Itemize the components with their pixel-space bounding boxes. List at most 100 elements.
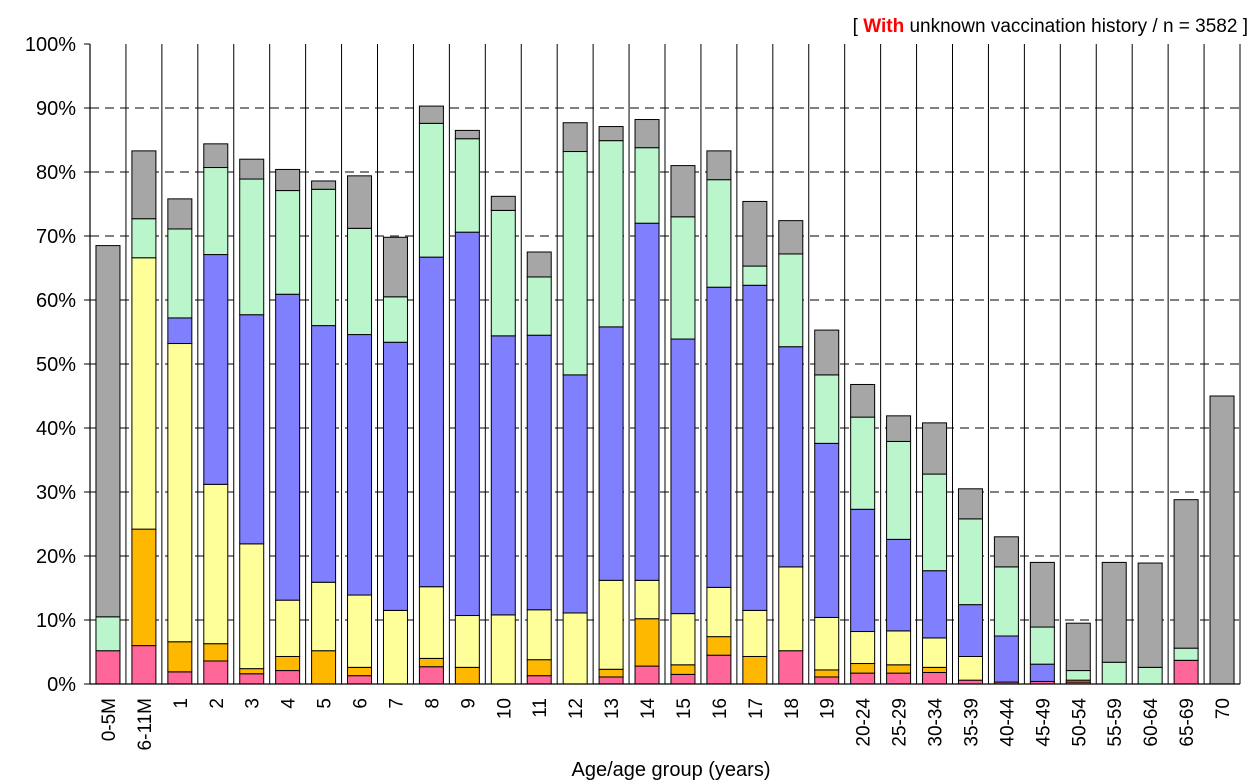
y-tick-label: 80% [36, 162, 76, 184]
bar-segment [598, 676, 624, 685]
bar-segment [382, 341, 408, 611]
bar-stack [1173, 499, 1199, 685]
x-tick-label: 60-64 [1141, 698, 1162, 747]
x-tick-label: 0-5M [99, 698, 120, 741]
x-tick-label: 45-49 [1033, 698, 1054, 747]
bar-segment [922, 671, 948, 685]
bar-segment [131, 528, 157, 647]
bar-segment [634, 147, 660, 224]
bar-segment [526, 675, 552, 685]
bar-segment [634, 618, 660, 667]
note-open: [ [853, 16, 864, 37]
bar-stack [742, 200, 768, 685]
bar-segment [562, 151, 588, 376]
bar-stack [1209, 395, 1235, 685]
y-tick-label: 70% [36, 226, 76, 248]
y-tick-label: 100% [25, 34, 76, 56]
bar-segment [634, 222, 660, 581]
y-tick-label: 20% [36, 546, 76, 568]
bar-segment [1137, 562, 1163, 668]
bar-stack [1065, 622, 1091, 685]
bar-segment [670, 165, 696, 218]
bar-segment [742, 265, 768, 286]
bar-stack [670, 165, 696, 685]
bar-segment [957, 488, 983, 520]
x-tick-label: 2 [207, 698, 228, 709]
bar-stack [1101, 561, 1127, 685]
bar-segment [922, 637, 948, 668]
x-tick-label: 11 [530, 698, 551, 718]
bar-segment [311, 325, 337, 583]
bar-segment [95, 245, 121, 618]
bar-segment [1101, 661, 1127, 685]
x-tick-label: 17 [746, 698, 767, 719]
bar-segment [706, 286, 732, 588]
bar-segment [418, 657, 444, 668]
bar-segment [382, 236, 408, 298]
bar-segment [167, 198, 193, 230]
y-tick-label: 10% [36, 610, 76, 632]
x-tick-label: 40-44 [997, 698, 1018, 747]
bar-segment [454, 615, 480, 668]
bar-segment [203, 643, 229, 662]
bar-segment [203, 660, 229, 685]
bar-segment [239, 178, 265, 316]
bar-segment [1029, 561, 1055, 628]
bar-segment [526, 659, 552, 677]
bar-segment [203, 143, 229, 169]
bar-stack [275, 168, 301, 685]
bar-segment [598, 668, 624, 678]
bar-segment [203, 167, 229, 256]
bar-segment [814, 676, 840, 685]
bar-segment [490, 195, 516, 211]
x-tick-label: 6 [351, 698, 372, 709]
bar-segment [706, 150, 732, 181]
bar-stack [922, 422, 948, 685]
bar-segment [95, 650, 121, 685]
bar-segment [275, 655, 301, 672]
bar-segment [203, 483, 229, 645]
bar-segment [922, 666, 948, 673]
bar-stack [167, 198, 193, 685]
bar-segment [131, 150, 157, 220]
bar-segment [957, 518, 983, 606]
bar-segment [562, 612, 588, 685]
bar-segment [742, 609, 768, 657]
bar-segment [167, 343, 193, 643]
bar-segment [814, 669, 840, 678]
y-tick-label: 50% [36, 354, 76, 376]
bar-segment [454, 666, 480, 685]
bar-segment [311, 581, 337, 652]
x-tick-label: 70 [1213, 698, 1234, 719]
x-tick-label: 25-29 [890, 698, 911, 747]
bar-segment [778, 650, 804, 685]
x-tick-label: 14 [638, 698, 659, 720]
bar-segment [634, 579, 660, 620]
bar-segment [886, 440, 912, 540]
bar-segment [347, 666, 373, 677]
bar-segment [886, 630, 912, 666]
bar-stack [993, 536, 1019, 685]
y-tick-label: 90% [36, 98, 76, 120]
bar-segment [634, 119, 660, 149]
bar-segment [454, 138, 480, 233]
y-tick-label: 40% [36, 418, 76, 440]
bar-segment [239, 668, 265, 675]
bar-segment [850, 672, 876, 685]
bar-segment [1029, 663, 1055, 682]
bar-segment [670, 673, 696, 685]
bar-segment [993, 635, 1019, 683]
bar-segment [778, 220, 804, 255]
bar-stack [526, 251, 552, 685]
bar-segment [275, 670, 301, 685]
bar-segment [239, 543, 265, 670]
bar-segment [670, 664, 696, 675]
bar-segment [778, 253, 804, 348]
bar-segment [814, 329, 840, 376]
bar-segment [275, 293, 301, 601]
note-highlight: With [863, 16, 904, 37]
x-tick-label: 50-54 [1069, 698, 1090, 747]
bar-stack [347, 175, 373, 685]
bar-segment [311, 188, 337, 327]
bar-segment [347, 175, 373, 229]
